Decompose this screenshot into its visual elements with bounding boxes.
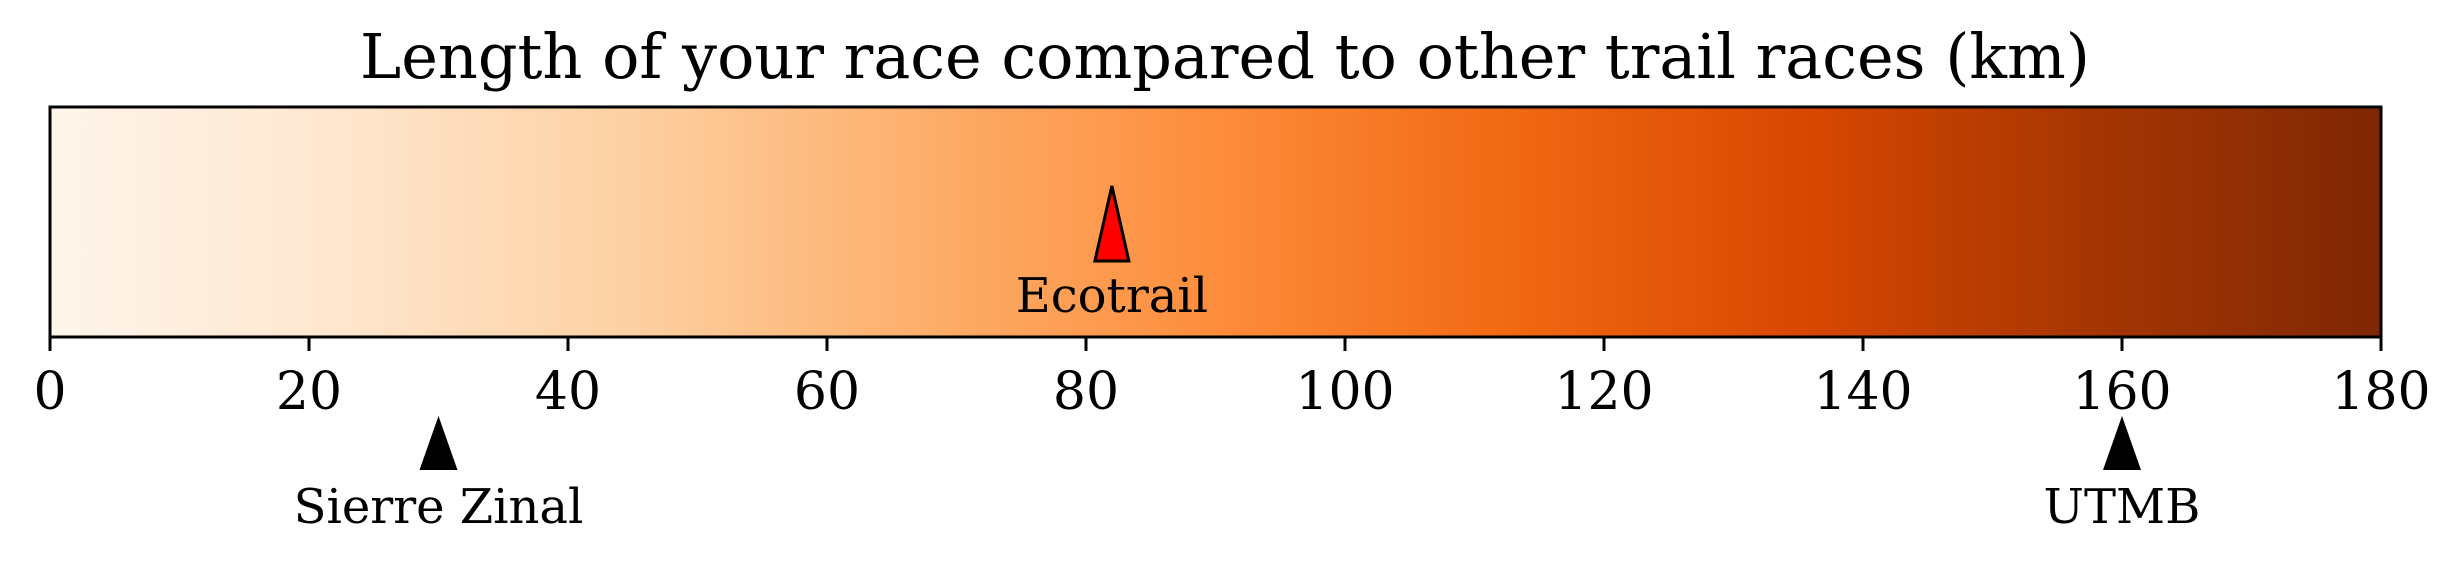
- race-markers: Ecotrail Sierre Zinal UTMB: [294, 185, 2201, 535]
- your-race-marker: [1093, 185, 1131, 263]
- tick-label-120: 120: [1554, 362, 1653, 422]
- x-axis-ticks: 0 20 40 60 80 100 120 140 160 180: [33, 337, 2431, 422]
- tick-label-0: 0: [33, 362, 66, 422]
- reference-race-marker-1: [2103, 416, 2141, 470]
- tick-label-100: 100: [1295, 362, 1394, 422]
- chart-title: Length of your race compared to other tr…: [360, 20, 2090, 93]
- tick-label-160: 160: [2072, 362, 2171, 422]
- reference-race-marker-0: [419, 416, 458, 470]
- reference-race-label-0: Sierre Zinal: [294, 479, 584, 535]
- tick-label-20: 20: [276, 362, 342, 422]
- reference-race-label-1: UTMB: [2044, 479, 2201, 535]
- tick-label-180: 180: [2331, 362, 2430, 422]
- tick-label-40: 40: [535, 362, 601, 422]
- your-race-label: Ecotrail: [1016, 268, 1208, 324]
- tick-label-80: 80: [1053, 362, 1119, 422]
- tick-label-140: 140: [1813, 362, 1912, 422]
- color-bar: [48, 105, 2383, 339]
- tick-label-60: 60: [794, 362, 860, 422]
